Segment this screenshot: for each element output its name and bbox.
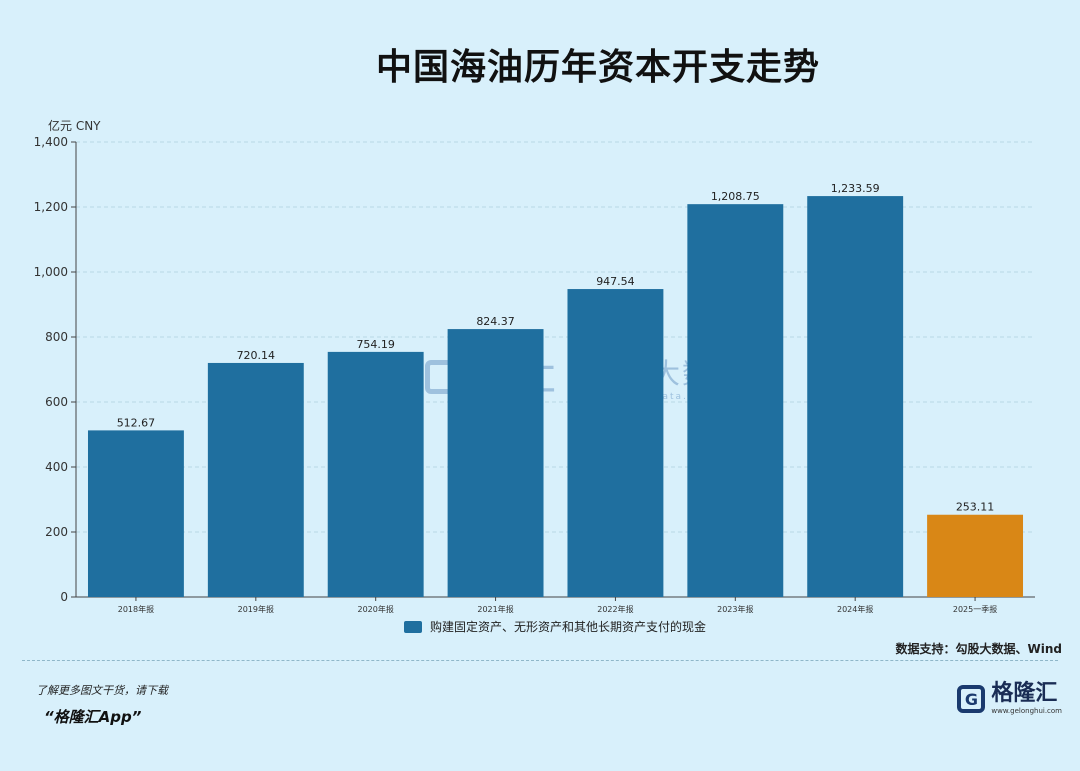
legend-swatch [403, 620, 422, 633]
bar [927, 514, 1024, 597]
x-tick-label: 2021年报 [477, 604, 513, 614]
y-axis-unit: 亿元 CNY [48, 119, 101, 133]
bar-value-label: 1,208.75 [711, 190, 760, 203]
brand-logo: G 格隆汇 www.gelonghui.com [957, 683, 1062, 715]
y-tick-label: 600 [45, 395, 68, 409]
divider [22, 660, 1058, 661]
bar [687, 204, 784, 597]
legend-label: 购建固定资产、无形资产和其他长期资产支付的现金 [429, 620, 706, 634]
bar [87, 430, 184, 597]
x-tick-label: 2019年报 [238, 604, 274, 614]
bar-value-label: 947.54 [596, 275, 635, 288]
bar [807, 196, 904, 597]
y-tick-label: 800 [45, 330, 68, 344]
x-tick-label: 2024年报 [837, 604, 873, 614]
y-tick-label: 0 [60, 590, 68, 604]
y-tick-label: 1,000 [34, 265, 68, 279]
x-tick-label: 2018年报 [118, 604, 154, 614]
x-tick-label: 2025一季报 [953, 604, 997, 614]
x-tick-label: 2022年报 [597, 604, 633, 614]
bar-value-label: 512.67 [117, 416, 156, 429]
data-source: 数据支持：勾股大数据、Wind [895, 642, 1062, 656]
y-tick-label: 1,200 [34, 200, 68, 214]
bar-value-label: 720.14 [237, 349, 276, 362]
bar [447, 329, 544, 597]
bar-chart: 0 200 400 600 800 1,000 1,200 1,400 512.67 2018年报… [34, 135, 1035, 614]
bar [567, 289, 664, 597]
bar [327, 351, 424, 597]
bar-value-label: 824.37 [476, 315, 515, 328]
bar [207, 362, 304, 597]
brand-name: 格隆汇 [991, 681, 1058, 706]
chart-title: 中国海油历年资本开支走势 [375, 47, 820, 88]
promo-text: 了解更多图文干货，请下载 [36, 684, 168, 697]
legend[interactable]: 购建固定资产、无形资产和其他长期资产支付的现金 [0, 618, 1080, 635]
bar-value-label: 253.11 [956, 501, 995, 514]
promo-app-name: “格隆汇App” [44, 708, 142, 726]
x-tick-label: 2023年报 [717, 604, 753, 614]
y-tick-label: 200 [45, 525, 68, 539]
y-tick-label: 1,400 [34, 135, 68, 149]
brand-url: www.gelonghui.com [991, 707, 1062, 715]
bar-value-label: 754.19 [356, 338, 395, 351]
bar-value-label: 1,233.59 [831, 182, 880, 195]
brand-g-icon: G [957, 685, 986, 713]
x-tick-label: 2020年报 [358, 604, 394, 614]
y-tick-label: 400 [45, 460, 68, 474]
